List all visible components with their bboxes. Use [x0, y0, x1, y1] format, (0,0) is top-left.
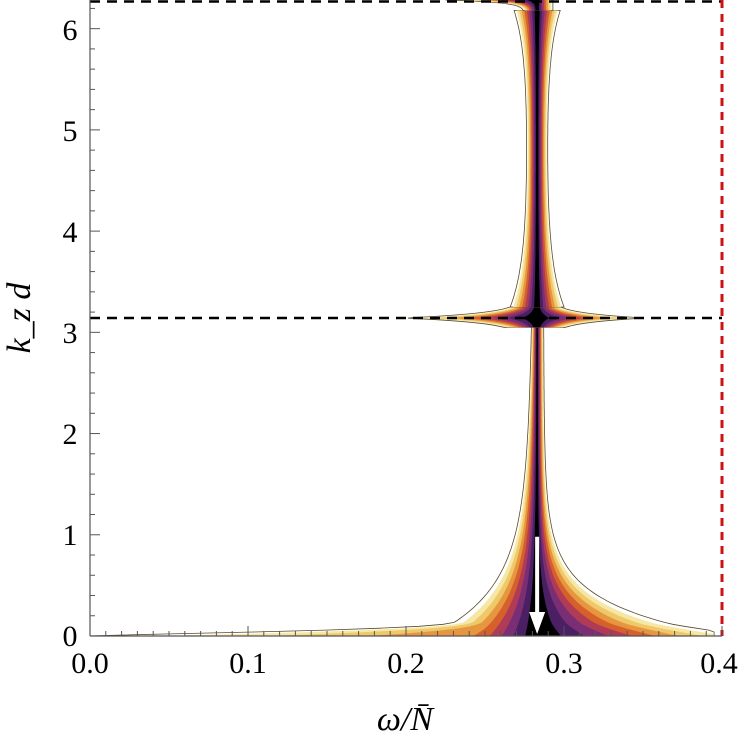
spine-band: [534, 10, 541, 308]
x-tick-label: 0.1: [229, 647, 267, 680]
x-tick-labels: 0.0 0.1 0.2 0.3 0.4: [71, 647, 738, 680]
lower-lobe-band: [489, 327, 632, 636]
arrow-marker: [529, 536, 546, 634]
x-tick-label: 0.2: [387, 647, 425, 680]
ticks: [89, 7, 723, 637]
lower-lobe-band: [525, 327, 561, 636]
y-tick-label: 1: [63, 519, 78, 552]
lower-lobe-band: [501, 327, 608, 636]
y-axis-label: k_z d: [1, 282, 38, 354]
y-tick-label: 0: [63, 620, 78, 653]
y-tick-labels: 0 1 2 3 4 5 6: [63, 14, 78, 653]
y-tick-label: 2: [63, 418, 78, 451]
reference-lines: [90, 0, 724, 636]
lower-lobe-band: [513, 327, 585, 636]
x-tick-label: 0.0: [71, 647, 109, 680]
arrow-head: [529, 612, 546, 634]
x-axis-label: ω/N̄: [377, 701, 435, 738]
y-tick-label: 3: [63, 317, 78, 350]
y-tick-label: 6: [63, 14, 78, 47]
x-tick-label: 0.3: [545, 647, 583, 680]
y-tick-label: 5: [63, 115, 78, 148]
y-tick-label: 4: [63, 216, 78, 249]
x-tick-label: 0.4: [700, 647, 738, 680]
